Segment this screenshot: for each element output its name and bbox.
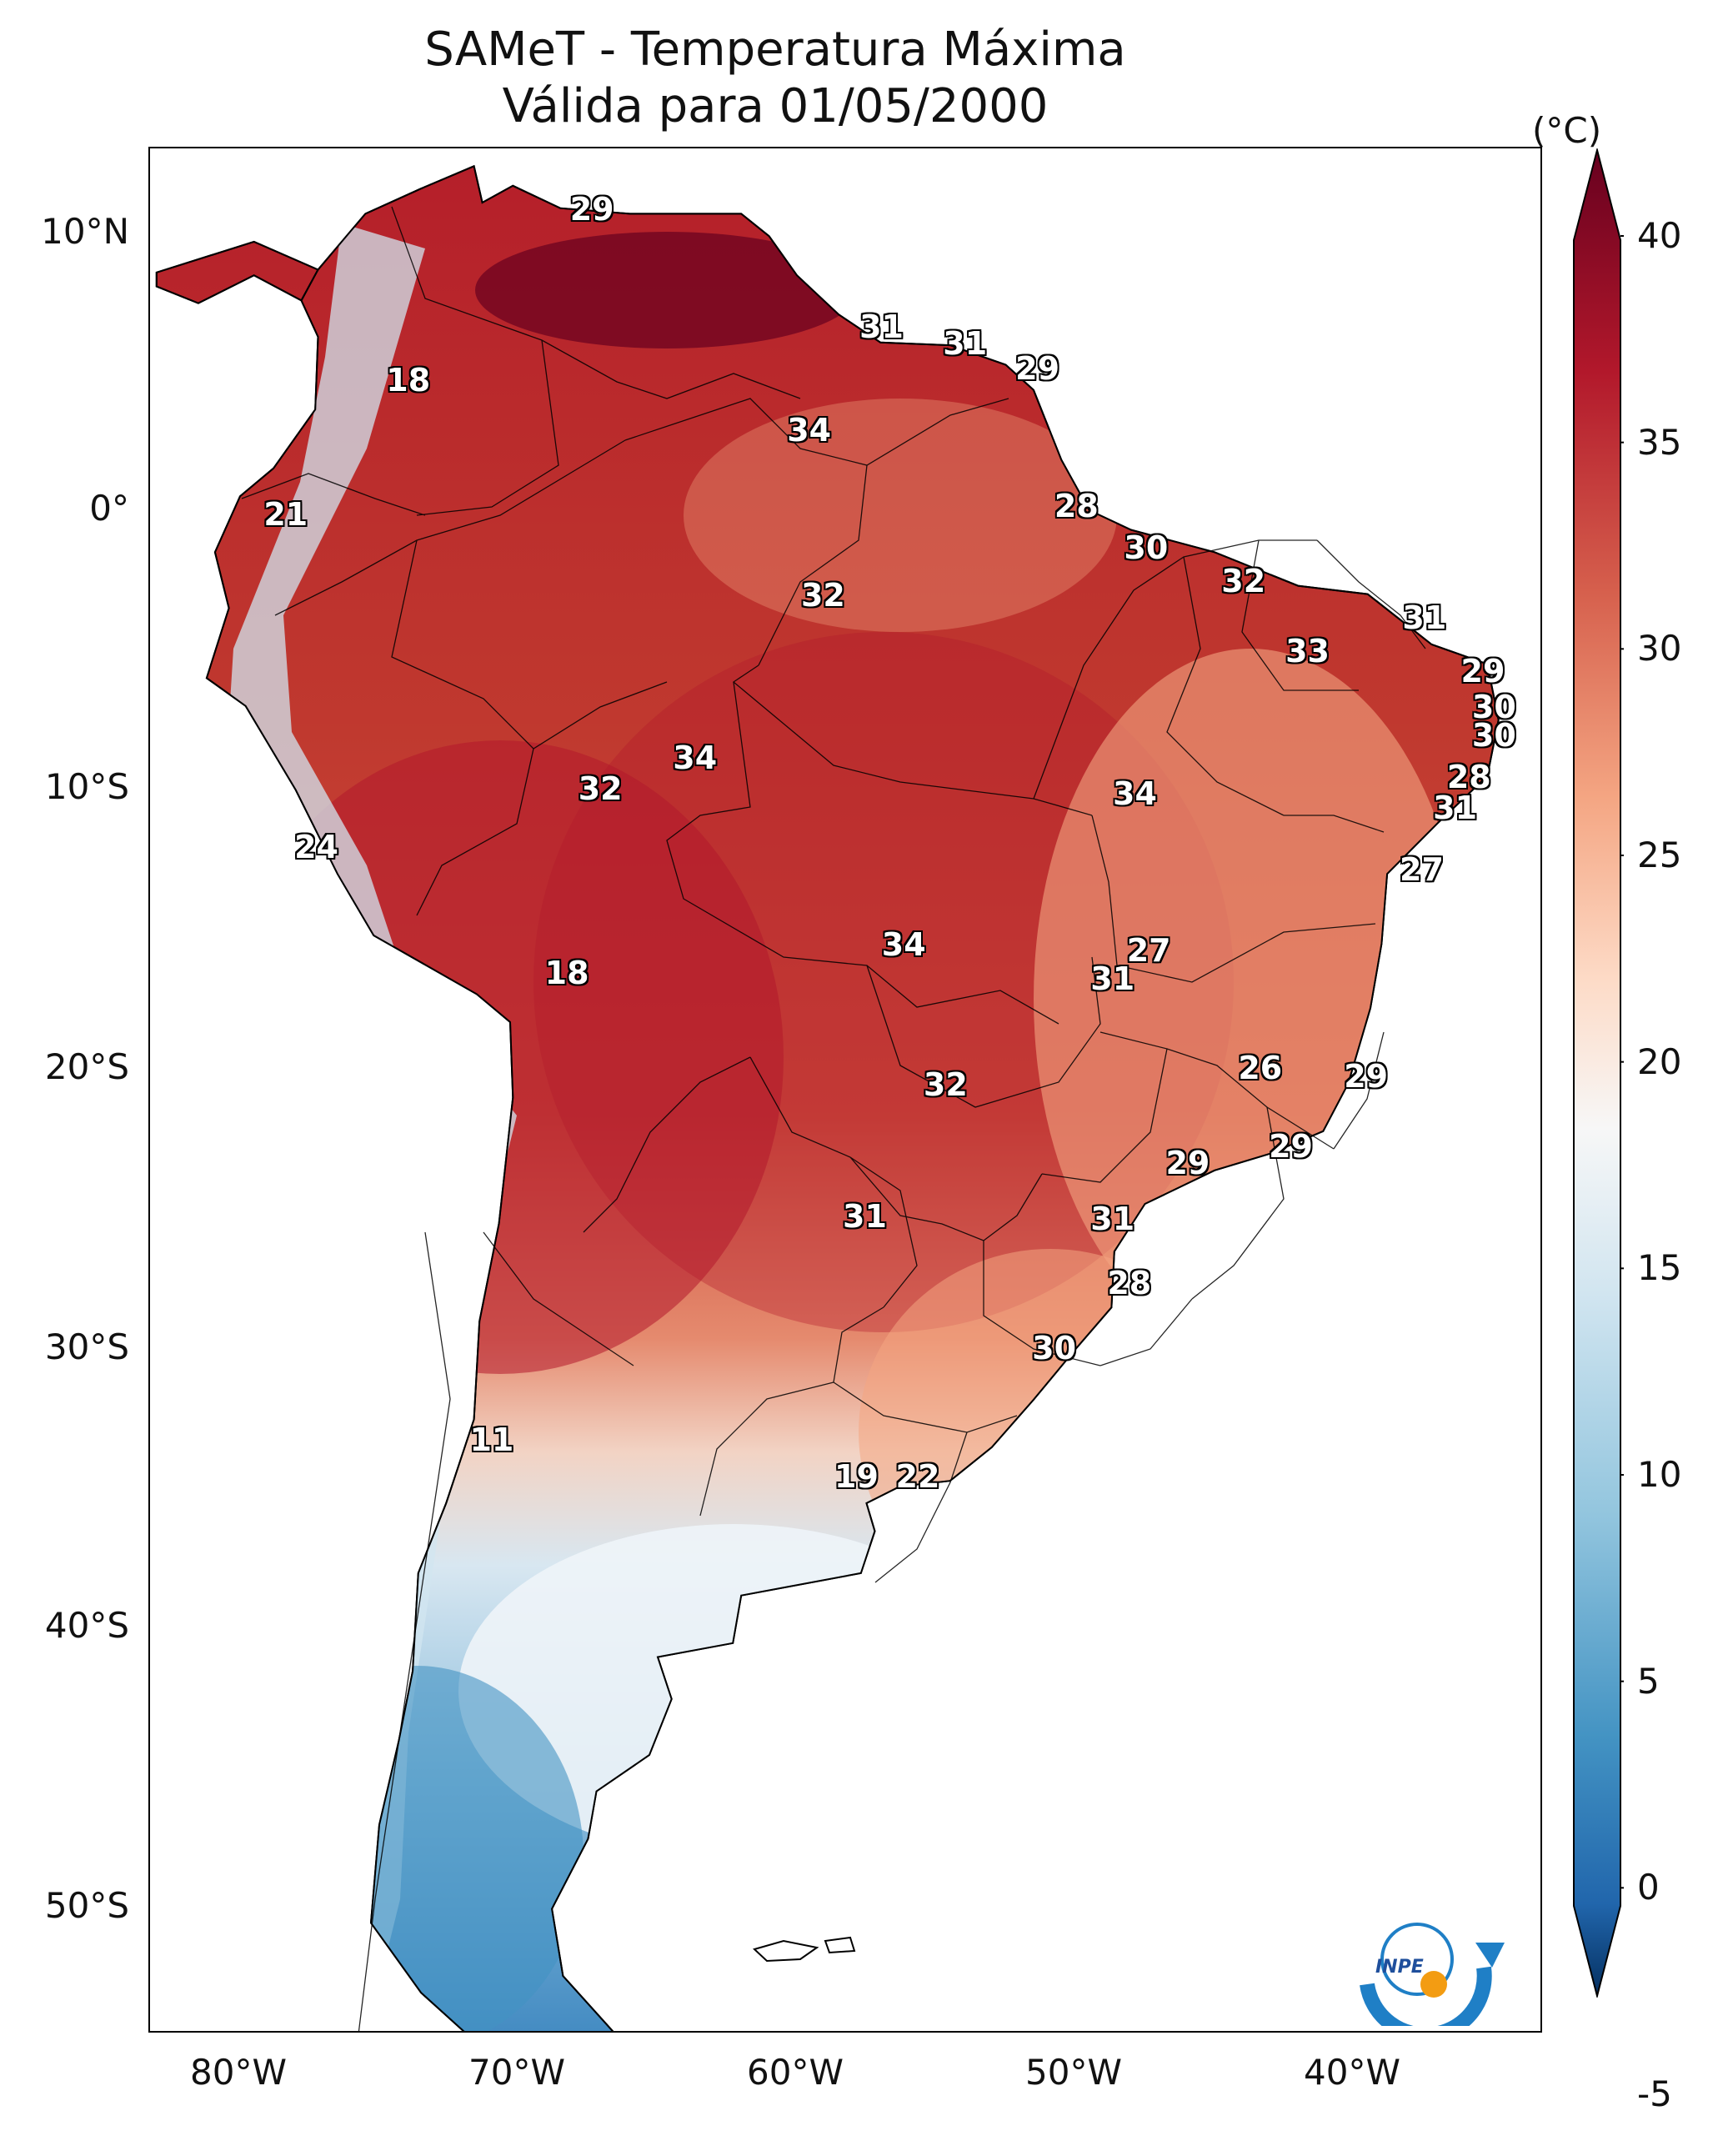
lon-tick-60w: 60°W	[747, 2052, 844, 2093]
chart-title-line2: Válida para 01/05/2000	[502, 79, 1049, 133]
temperature-label: 34	[881, 926, 926, 964]
temperature-label: 21	[263, 495, 308, 533]
hot-core-north	[475, 232, 859, 348]
temperature-label: 31	[859, 308, 904, 345]
lon-tick-80w: 80°W	[190, 2052, 287, 2093]
warm-northeast	[684, 399, 1117, 632]
temperature-label: 27	[1400, 850, 1444, 888]
colorbar-tick-label: 5	[1637, 1660, 1660, 1702]
temperature-label: 33	[1285, 633, 1330, 670]
temperature-label: 34	[673, 739, 718, 776]
temperature-label: 31	[1090, 960, 1135, 997]
temperature-label: 30	[1471, 689, 1516, 726]
lon-tick-70w: 70°W	[468, 2052, 565, 2093]
temperature-label: 30	[1124, 529, 1169, 566]
lat-tick-40s: 40°S	[44, 1605, 129, 1646]
inpe-logo-text: INPE	[1375, 1957, 1424, 1978]
colorbar-tick-label: 10	[1637, 1454, 1682, 1495]
colorbar-tick-label: 40	[1637, 215, 1682, 256]
temperature-label: 18	[386, 361, 431, 399]
map-panel	[148, 147, 1542, 2033]
temperature-label: 22	[895, 1457, 940, 1495]
temperature-label: 31	[1090, 1201, 1135, 1238]
temperature-label: 28	[1054, 487, 1099, 524]
temperature-label: 34	[787, 412, 832, 449]
colorbar-tick-label: 25	[1637, 835, 1682, 875]
colorbar-unit: (°C)	[1532, 110, 1602, 151]
temperature-label: 11	[469, 1421, 514, 1459]
temperature-label: 31	[1433, 789, 1478, 826]
temperature-label: 29	[1269, 1127, 1313, 1165]
colorbar-tick-label: 20	[1637, 1040, 1682, 1082]
inpe-logo: INPE	[1360, 1923, 1505, 2026]
colorbar-body	[1573, 148, 1621, 1998]
lat-tick-0: 0°	[89, 488, 129, 529]
temperature-label: 30	[1471, 716, 1516, 754]
temperature-label: 26	[1238, 1050, 1283, 1086]
colorbar-tick-label: 15	[1637, 1247, 1682, 1289]
warm-south	[859, 1249, 1242, 1616]
temperature-label: 30	[1032, 1329, 1077, 1366]
temperature-label: 28	[1107, 1265, 1152, 1302]
lon-tick-50w: 50°W	[1025, 2052, 1122, 2093]
colorbar-tick-label: 35	[1637, 421, 1682, 463]
temperature-label: 27	[1126, 932, 1171, 970]
lat-tick-10s: 10°S	[44, 766, 129, 807]
falkland-islands	[753, 1936, 856, 1963]
temperature-label: 34	[1113, 775, 1157, 813]
lat-tick-20s: 20°S	[44, 1046, 129, 1087]
temperature-label: 31	[1402, 599, 1447, 636]
temperature-label: 32	[923, 1066, 968, 1104]
temperature-label: 29	[1460, 652, 1505, 689]
colorbar-tick-label: -5	[1637, 2073, 1672, 2114]
lat-tick-50s: 50°S	[44, 1885, 129, 1926]
colorbar-tick-label: 0	[1637, 1867, 1660, 1908]
temperature-label: 31	[843, 1197, 887, 1235]
temperature-label: 18	[544, 954, 589, 991]
chart-title-line1: SAMeT - Temperatura Máxima	[424, 23, 1126, 77]
temperature-map	[155, 164, 1500, 2031]
temperature-label: 29	[1015, 350, 1060, 388]
temperature-label: 28	[1446, 759, 1491, 796]
lat-tick-10n: 10°N	[41, 211, 129, 252]
colorbar	[1573, 148, 1624, 1998]
temperature-label: 29	[1165, 1145, 1210, 1182]
lat-tick-30s: 30°S	[44, 1326, 129, 1367]
coastline	[155, 164, 1500, 2031]
political-borders	[241, 206, 1426, 2031]
temperature-label: 19	[834, 1457, 879, 1495]
temperature-label: 29	[569, 191, 614, 228]
temperature-label: 32	[578, 770, 623, 807]
temperature-label: 24	[294, 828, 338, 865]
colorbar-tick-label: 30	[1637, 628, 1682, 669]
temperature-label: 32	[1221, 563, 1266, 600]
lon-tick-40w: 40°W	[1304, 2052, 1400, 2093]
patagonia-cold	[250, 1666, 584, 2031]
temperature-label: 29	[1344, 1058, 1389, 1096]
temperature-label: 32	[800, 577, 845, 614]
temperature-label: 31	[943, 325, 988, 363]
